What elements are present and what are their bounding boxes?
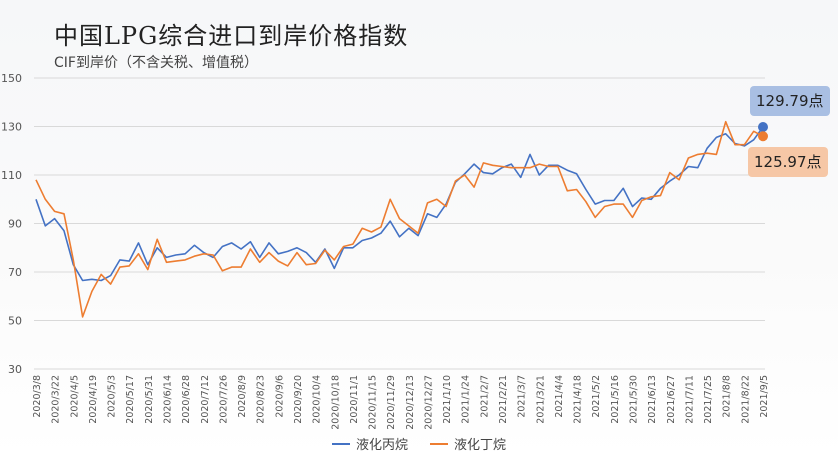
x-tick-label: 2021/9/5 [759,375,770,418]
x-tick-label: 2021/8/22 [740,375,751,424]
x-tick-label: 2021/4/18 [573,375,584,424]
callout-propane-value: 129.79点 [750,86,830,116]
x-tick-label: 2020/3/8 [32,375,43,418]
x-tick-label: 2021/5/2 [591,375,602,418]
callout-butane-value: 125.97点 [748,147,828,177]
legend-item-propane[interactable]: 液化丙烷 [331,434,408,453]
series-line-propane [35,126,764,282]
x-tick-label: 2020/9/6 [274,375,285,418]
end-point-propane [758,122,768,133]
x-tick-label: 2020/8/9 [237,375,248,418]
x-tick-label: 2021/2/7 [479,375,490,418]
x-tick-label: 2021/7/25 [703,375,714,424]
x-tick-label: 2020/5/17 [125,375,136,424]
x-tick-label: 2020/10/4 [312,375,323,424]
x-tick-label: 2020/9/20 [293,375,304,424]
x-tick-label: 2020/11/15 [368,375,379,430]
y-tick-label: 130 [1,121,22,134]
x-tick-label: 2021/5/30 [629,375,640,424]
y-tick-label: 30 [8,363,22,376]
x-tick-label: 2020/11/29 [386,375,397,430]
y-tick-label: 90 [8,218,22,231]
x-tick-label: 2020/7/12 [200,375,211,424]
x-tick-label: 2020/8/23 [256,375,267,424]
legend-swatch-propane [331,442,350,445]
x-tick-label: 2021/4/4 [554,375,565,418]
x-tick-label: 2020/7/26 [218,375,229,424]
x-tick-label: 2020/12/27 [423,375,434,430]
x-tick-label: 2020/3/22 [51,375,62,424]
legend-item-butane[interactable]: 液化丁烷 [430,434,506,453]
x-tick-label: 2021/6/13 [647,375,658,424]
x-tick-label: 2021/1/10 [442,375,453,424]
y-tick-label: 50 [8,315,22,328]
x-tick-label: 2021/3/7 [517,375,528,418]
end-markers [758,122,768,142]
x-tick-label: 2020/12/13 [405,375,416,430]
x-tick-label: 2020/4/5 [69,375,80,418]
x-tick-label: 2020/11/1 [349,375,360,424]
x-tick-label: 2021/7/11 [684,375,695,424]
y-tick-label: 110 [1,169,22,182]
x-tick-label: 2021/8/8 [722,375,733,418]
legend: 液化丙烷 液化丁烷 [0,434,838,453]
y-tick-label: 70 [8,266,22,279]
x-tick-label: 2021/3/21 [535,375,546,424]
x-tick-label: 2021/1/24 [461,375,472,424]
x-tick-label: 2020/4/19 [88,375,99,424]
x-tick-label: 2020/6/28 [181,375,192,424]
x-axis-ticks: 2020/3/8 2020/3/22 2020/4/5 2020/4/19 2020/5… [32,375,770,430]
y-tick-label: 150 [1,72,22,85]
legend-swatch-butane [430,442,448,445]
chart-title: 中国LPG综合进口到岸价格指数 [54,22,409,50]
x-tick-label: 2021/6/27 [666,375,677,424]
x-tick-label: 2020/5/31 [144,375,155,424]
y-axis-ticks: 30 50 70 90 110 130 150 [1,72,22,376]
x-tick-label: 2021/2/21 [498,375,509,424]
series-lines [35,120,764,318]
series-line-butane [35,120,764,318]
legend-label-propane: 液化丙烷 [355,438,408,453]
grid-lines [34,77,765,370]
chart-subtitle: CIF到岸价（不含关税、增值税） [54,55,258,71]
x-tick-label: 2020/10/18 [330,375,341,430]
x-tick-label: 2020/5/3 [107,375,118,418]
x-tick-label: 2021/5/16 [610,375,621,424]
legend-label-butane: 液化丁烷 [454,438,507,453]
end-point-butane [758,131,768,142]
x-tick-label: 2020/6/14 [162,375,173,424]
